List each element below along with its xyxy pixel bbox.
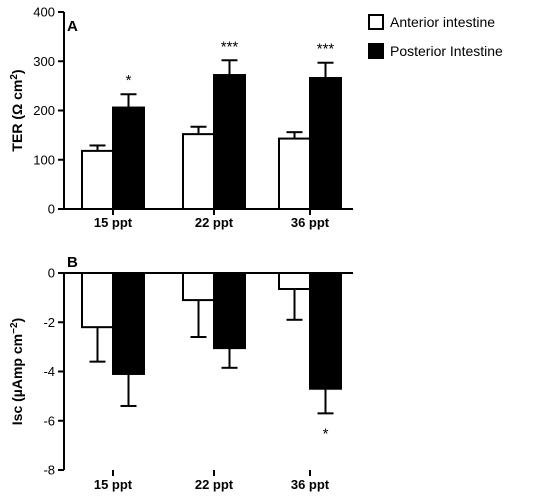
y-tick-label: -4 (43, 364, 55, 379)
x-tick-label: 22 ppt (195, 477, 234, 492)
bar (182, 133, 215, 210)
y-axis-title-end: ) (9, 69, 25, 74)
bar (309, 76, 342, 211)
y-axis-title-end: ) (9, 318, 25, 323)
legend-label: Posterior Intestine (390, 43, 503, 59)
y-tick-label: 400 (33, 5, 55, 20)
y-axis-title-main: Isc (µAmp cm (9, 334, 25, 425)
panel-letter: B (67, 254, 78, 271)
bar (278, 272, 311, 291)
legend-swatch (368, 14, 384, 30)
y-axis-title: TER (Ω cm2) (9, 69, 26, 151)
legend: Anterior intestine Posterior Intestine (368, 14, 503, 59)
bar (112, 106, 145, 210)
y-tick-label: -6 (43, 413, 55, 428)
bar (81, 272, 114, 329)
y-tick-label: 300 (33, 54, 55, 69)
x-tick-label: 15 ppt (94, 477, 133, 492)
x-tick-label: 36 ppt (291, 477, 330, 492)
significance-mark: * (323, 425, 329, 442)
y-axis-title-sup: 2 (9, 74, 20, 80)
y-axis-title-sup: −2 (9, 322, 20, 334)
legend-swatch (368, 43, 384, 59)
significance-mark: * (126, 72, 132, 89)
y-axis-title-main: TER (Ω cm (9, 80, 25, 152)
x-tick-label: 22 ppt (195, 215, 234, 230)
y-tick-label: -2 (43, 315, 55, 330)
bar (81, 149, 114, 210)
y-tick-label: 100 (33, 152, 55, 167)
bar (278, 137, 311, 210)
bar (213, 272, 246, 350)
x-tick-label: 15 ppt (94, 215, 133, 230)
x-tick-label: 36 ppt (291, 215, 330, 230)
legend-label: Anterior intestine (390, 14, 495, 30)
significance-mark: *** (317, 41, 335, 58)
y-tick-label: -8 (43, 463, 55, 478)
significance-mark: *** (221, 38, 239, 55)
y-tick-label: 0 (48, 266, 55, 281)
panel-letter: A (67, 18, 78, 35)
bar (309, 272, 342, 390)
bar (112, 272, 145, 375)
y-tick-label: 200 (33, 103, 55, 118)
y-axis-title: Isc (µAmp cm−2) (9, 318, 26, 425)
bar (213, 74, 246, 211)
panel-b: 0 -2 -4 -6 -8 15 ppt 22 ppt 36 ppt * B Isc (µAmp c… (9, 254, 353, 492)
y-tick-label: 0 (48, 202, 55, 217)
bar (182, 272, 215, 302)
